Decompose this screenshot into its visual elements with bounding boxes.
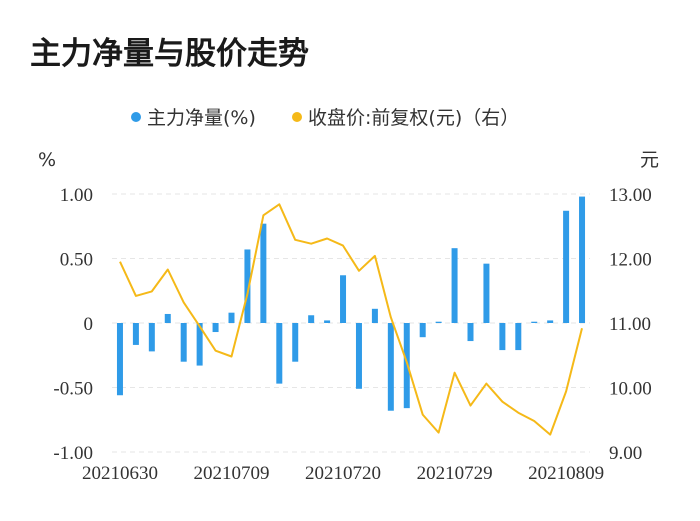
x-tick-label: 20210720 bbox=[305, 463, 381, 484]
bar bbox=[355, 323, 362, 389]
bar bbox=[499, 323, 506, 351]
bar bbox=[483, 263, 490, 323]
bar bbox=[276, 323, 283, 384]
left-axis-ticks: 1.00 0.50 0 -0.50 -1.00 bbox=[53, 185, 93, 464]
right-axis-unit: 元 bbox=[640, 149, 659, 171]
legend-marker-bar bbox=[131, 112, 141, 122]
x-tick-label: 20210630 bbox=[82, 463, 158, 484]
legend-label-bar: 主力净量(%) bbox=[147, 107, 256, 129]
left-tick-label: -0.50 bbox=[53, 379, 93, 400]
bar bbox=[148, 323, 155, 352]
bar bbox=[164, 313, 171, 323]
x-axis-ticks: 20210630 20210709 20210720 20210729 20210809 bbox=[82, 463, 604, 484]
bar bbox=[292, 323, 299, 362]
bar bbox=[563, 210, 570, 323]
right-tick-label: 11.00 bbox=[609, 314, 651, 335]
bar bbox=[324, 320, 331, 323]
bar bbox=[244, 249, 251, 323]
bar bbox=[435, 321, 442, 323]
bar bbox=[116, 323, 123, 396]
right-tick-label: 9.00 bbox=[609, 443, 642, 464]
bar bbox=[419, 323, 426, 338]
right-axis-ticks: 13.00 12.00 11.00 10.00 9.00 bbox=[609, 185, 652, 464]
x-tick-label: 20210709 bbox=[194, 463, 270, 484]
close-price-line bbox=[119, 203, 583, 436]
bar bbox=[340, 275, 347, 323]
right-tick-label: 10.00 bbox=[609, 379, 652, 400]
bar bbox=[228, 312, 235, 323]
bar bbox=[547, 320, 554, 323]
left-tick-label: -1.00 bbox=[53, 443, 93, 464]
bar bbox=[212, 323, 219, 333]
x-tick-label: 20210729 bbox=[417, 463, 493, 484]
bar bbox=[180, 323, 187, 362]
bar bbox=[531, 321, 538, 323]
right-tick-label: 12.00 bbox=[609, 250, 652, 271]
net-volume-bars bbox=[116, 196, 586, 411]
left-tick-label: 0.50 bbox=[60, 250, 93, 271]
bar bbox=[132, 323, 139, 345]
bar bbox=[515, 323, 522, 351]
bar bbox=[451, 248, 458, 323]
bar bbox=[467, 323, 474, 342]
left-tick-label: 0 bbox=[84, 314, 94, 335]
bar bbox=[371, 308, 378, 323]
right-tick-label: 13.00 bbox=[609, 185, 652, 206]
left-tick-label: 1.00 bbox=[60, 185, 93, 206]
x-tick-label: 20210809 bbox=[528, 463, 604, 484]
legend-label-line: 收盘价:前复权(元)（右） bbox=[308, 107, 519, 129]
bar bbox=[196, 323, 203, 366]
left-axis-unit: % bbox=[38, 149, 56, 171]
bar bbox=[260, 223, 267, 323]
legend: 主力净量(%) 收盘价:前复权(元)（右） bbox=[131, 107, 519, 129]
legend-marker-line bbox=[292, 112, 302, 122]
bar bbox=[387, 323, 394, 411]
chart-title: 主力净量与股价走势 bbox=[30, 36, 309, 72]
bar bbox=[579, 196, 586, 323]
bar bbox=[308, 315, 315, 323]
